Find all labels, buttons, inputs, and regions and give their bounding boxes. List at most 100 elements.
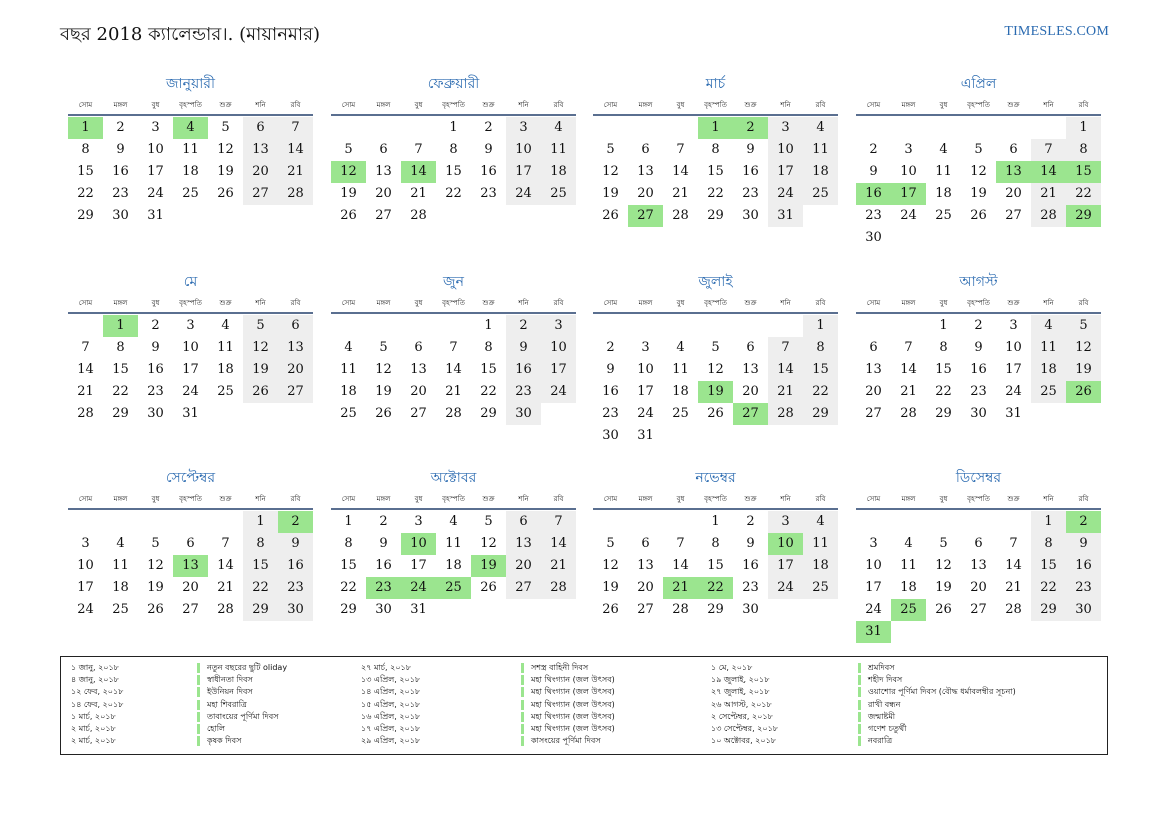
- holiday-day: 23: [366, 577, 401, 599]
- day-cell: 26: [707, 406, 724, 421]
- month-2: ফেব্রুয়ারী সোম মঙ্গল বুধ বৃহস্পতি শুক্র শনি রব…: [331, 74, 576, 227]
- day-cell: 28: [1005, 602, 1022, 617]
- legend-column-1: ১ জানু, ২০১৮ নতুন বছরের ছুটি oliday ৪ জানু…: [61, 662, 1101, 747]
- day-cell: 5: [1066, 315, 1101, 337]
- day-cell: 5: [606, 142, 615, 157]
- month-name: ফেব্রুয়ারী: [427, 76, 480, 92]
- legend-marker: [521, 687, 524, 698]
- holiday-day: 2: [278, 511, 313, 533]
- empty-day: [331, 117, 366, 139]
- weekday-label: শুক্র: [1007, 495, 1020, 503]
- day-cell: 5: [344, 142, 353, 157]
- day-cell: 17: [768, 161, 803, 183]
- holiday-day: 19: [698, 381, 733, 403]
- day-cell: 22: [112, 384, 129, 399]
- day-cell: 10: [541, 337, 576, 359]
- day-cell: 17: [182, 362, 199, 377]
- legend-marker: [197, 663, 200, 673]
- day-cell: 7: [676, 142, 685, 157]
- day-cell: 2: [974, 318, 983, 333]
- day-cell: 1: [484, 318, 493, 333]
- legend-date: ২ মার্চ, ২০১৮: [71, 736, 116, 746]
- day-cell: 8: [939, 340, 948, 355]
- weekday-label: বুধ: [676, 299, 685, 307]
- legend-date: ১৭ এপ্রিল, ২০১৮: [361, 723, 421, 733]
- weekday-label: শুক্র: [744, 299, 757, 307]
- day-cell: 28: [445, 406, 462, 421]
- day-cell: 19: [147, 580, 164, 595]
- day-cell: 17: [1005, 362, 1022, 377]
- legend-marker: [197, 711, 200, 722]
- holiday-day: 21: [663, 577, 698, 599]
- day-cell: 9: [974, 340, 983, 355]
- weekday-label: রবি: [553, 101, 564, 109]
- day-cell: 14: [541, 533, 576, 555]
- day-cell: 7: [278, 117, 313, 139]
- day-cell: 29: [243, 599, 278, 621]
- weekday-label: বৃহস্পতি: [442, 495, 465, 503]
- legend-row: ১ জানু, ২০১৮ নতুন বছরের ছুটি oliday: [61, 662, 1101, 674]
- day-cell: 19: [935, 580, 952, 595]
- day-cell: 29: [803, 403, 838, 425]
- day-cell: 3: [869, 536, 878, 551]
- legend-holiday-name: মহা থিংগ্যান (জল উৎসব): [531, 687, 615, 697]
- weekday-label: বুধ: [151, 101, 160, 109]
- day-cell: 3: [414, 514, 423, 529]
- day-cell: 30: [278, 599, 313, 621]
- empty-day: [628, 511, 663, 533]
- day-cell: 16: [742, 164, 759, 179]
- day-cell: 28: [900, 406, 917, 421]
- day-cell: 5: [939, 536, 948, 551]
- month-1: জানুয়ারী সোম মঙ্গল বুধ বৃহস্পতি শুক্র শনি রবি 1…: [68, 74, 313, 227]
- legend-row: ১৩ এপ্রিল, ২০১৮ মহা থিংগ্যান (জল উৎসব): [61, 674, 1101, 686]
- day-cell: 13: [637, 164, 654, 179]
- empty-day: [138, 511, 173, 533]
- legend-holiday-name: জন্মাষ্টমী: [868, 711, 896, 721]
- page-title: বছর 2018 ক্যালেন্ডার।. (মায়ানমার): [60, 24, 321, 45]
- weekday-label: শনি: [780, 495, 791, 503]
- weekday-label: শনি: [255, 101, 266, 109]
- day-cell: 18: [672, 384, 689, 399]
- empty-day: [366, 315, 401, 337]
- legend-date: ১৯ জুলাই, ২০১৮: [711, 675, 770, 685]
- empty-day: [961, 117, 996, 139]
- legend-holiday-name: নবরাত্রি: [868, 736, 893, 746]
- weekday-label: মঙ্গল: [638, 495, 653, 503]
- day-cell: 10: [768, 139, 803, 161]
- day-cell: 14: [900, 362, 917, 377]
- legend-row: ২ সেপ্টেম্বর, ২০১৮ জন্মাষ্টমী: [61, 711, 1101, 723]
- weekday-label: সোম: [78, 101, 93, 109]
- legend-holiday-name: ওয়াশোর পূর্ণিমা দিবস (বৌদ্ধ ধর্মাবলম্বী…: [868, 687, 1016, 697]
- day-cell: 26: [243, 381, 278, 403]
- legend-row: ১৯ জুলাই, ২০১৮ শহীদ দিবস: [61, 674, 1101, 686]
- day-cell: 24: [147, 186, 164, 201]
- weekday-label: মঙ্গল: [376, 299, 391, 307]
- day-cell: 28: [672, 208, 689, 223]
- holiday-day: 13: [173, 555, 208, 577]
- weekday-label: বৃহস্পতি: [704, 495, 727, 503]
- weekday-label: বৃহস্পতি: [704, 299, 727, 307]
- day-cell: 7: [449, 340, 458, 355]
- day-cell: 19: [602, 580, 619, 595]
- holiday-day: 2: [733, 117, 768, 139]
- day-cell: 13: [375, 164, 392, 179]
- legend-holiday-name: মহা থিংগ্যান (জল উৎসব): [531, 711, 615, 721]
- day-cell: 22: [935, 384, 952, 399]
- day-cell: 20: [506, 555, 541, 577]
- month-12: ডিসেম্বর সোম মঙ্গল বুধ বৃহস্পতি শুক্র শনি রবি 1 2…: [856, 468, 1101, 643]
- day-cell: 20: [637, 186, 654, 201]
- weekday-label: সোম: [866, 101, 881, 109]
- month-7: জুলাই সোম মঙ্গল বুধ বৃহস্পতি শুক্র শনি রবি 1 2 3 4 5…: [593, 272, 838, 447]
- weekday-label: বুধ: [939, 101, 948, 109]
- day-cell: 14: [278, 139, 313, 161]
- legend-marker: [521, 711, 524, 722]
- day-cell: 4: [541, 117, 576, 139]
- day-cell: 29: [77, 208, 94, 223]
- holiday-day: 25: [436, 577, 471, 599]
- day-cell: 30: [602, 428, 619, 443]
- day-cell: 30: [506, 403, 541, 425]
- brand-link[interactable]: TIMESLES.COM: [1004, 24, 1109, 39]
- weekday-label: সোম: [78, 495, 93, 503]
- weekday-header: সোম মঙ্গল বুধ বৃহস্পতি শুক্র শনি রবি: [331, 490, 576, 510]
- day-cell: 6: [506, 511, 541, 533]
